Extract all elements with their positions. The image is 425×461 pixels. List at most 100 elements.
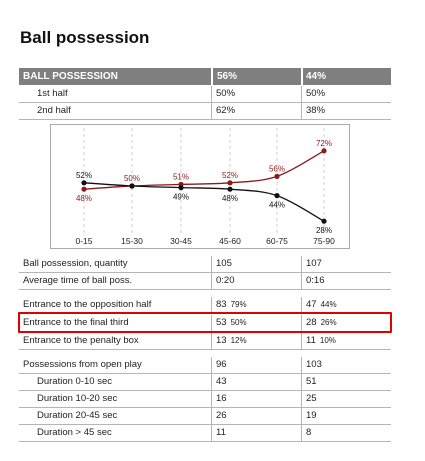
row-label: 2nd half — [37, 105, 71, 116]
team1-percent: 79% — [230, 300, 247, 309]
column-divider — [211, 297, 212, 313]
column-divider — [211, 273, 212, 289]
column-divider — [301, 256, 302, 272]
team1-value: 62% — [216, 105, 236, 116]
team2-value: 51 — [306, 376, 317, 387]
x-tick-label: 15-30 — [121, 236, 143, 246]
data-label: 56% — [269, 164, 285, 173]
x-tick-label: 60-75 — [266, 236, 288, 246]
column-divider — [211, 425, 212, 441]
row-label: Entrance to the final third — [23, 317, 129, 328]
table-row: 2nd half 62% 38% — [19, 103, 391, 120]
column-divider — [301, 315, 302, 331]
data-label: 48% — [76, 194, 92, 203]
highlight-box — [18, 312, 392, 333]
team2-count: 28 — [306, 317, 317, 328]
column-divider — [211, 315, 212, 331]
row-label: 1st half — [37, 88, 68, 99]
header-label: BALL POSSESSION — [23, 71, 118, 82]
column-divider — [301, 425, 302, 441]
column-divider — [211, 357, 212, 373]
series-line — [83, 182, 325, 222]
column-divider — [211, 408, 212, 424]
data-label: 49% — [173, 193, 189, 202]
team1-percent: 50% — [230, 318, 247, 327]
data-point — [81, 186, 87, 192]
data-point — [129, 183, 135, 189]
page-title: Ball possession — [20, 28, 150, 47]
data-label: 44% — [269, 201, 285, 210]
data-label: 72% — [316, 139, 332, 148]
data-point — [227, 186, 233, 192]
team2-count: 47 — [306, 299, 317, 310]
column-divider — [301, 408, 302, 424]
team2-percent: 26% — [320, 318, 337, 327]
team1-value: 43 — [216, 376, 227, 387]
column-divider — [301, 333, 302, 349]
column-divider — [301, 103, 302, 119]
team2-value: 11 10% — [306, 335, 336, 346]
data-point — [321, 148, 327, 154]
team1-value: 13 12% — [216, 335, 247, 346]
team1-value: 105 — [216, 258, 232, 269]
team1-value: 16 — [216, 393, 227, 404]
team2-value: 19 — [306, 410, 317, 421]
data-label: 52% — [222, 171, 238, 180]
team2-value: 107 — [306, 258, 322, 269]
team2-value: 28 26% — [306, 317, 337, 328]
row-label: Duration 10-20 sec — [37, 393, 118, 404]
data-point — [178, 185, 184, 191]
table-row: Duration > 45 sec 11 8 — [19, 425, 391, 442]
team1-count: 53 — [216, 317, 227, 328]
column-divider — [211, 103, 212, 119]
row-label: Entrance to the penalty box — [23, 335, 139, 346]
column-divider — [211, 391, 212, 407]
data-point — [274, 193, 280, 199]
possession-line-chart: 48% 50% 51% 52% 56% 72% 52% 49% 48% 44% 28% — [50, 124, 350, 249]
table-header: BALL POSSESSION 56% 44% — [19, 68, 391, 85]
team2-percent: 10% — [319, 336, 336, 345]
row-label: Possessions from open play — [23, 359, 142, 370]
table-row: Average time of ball poss. 0:20 0:16 — [19, 273, 391, 290]
row-label: Duration 0-10 sec — [37, 376, 112, 387]
team1-value: 11 — [216, 427, 226, 438]
column-divider — [211, 86, 212, 102]
table-row: Ball possession, quantity 105 107 — [19, 256, 391, 273]
chart-frame — [50, 124, 350, 249]
column-divider — [211, 256, 212, 272]
column-divider — [211, 374, 212, 390]
column-divider — [301, 297, 302, 313]
table-row: Duration 0-10 sec 43 51 — [19, 374, 391, 391]
team2-value: 25 — [306, 393, 317, 404]
table-row: 1st half 50% 50% — [19, 86, 391, 103]
row-label: Ball possession, quantity — [23, 258, 128, 269]
header-team1: 56% — [217, 71, 238, 82]
table-row: Possessions from open play 96 103 — [19, 357, 391, 374]
row-label: Entrance to the opposition half — [23, 299, 152, 310]
team2-value: 0:16 — [306, 275, 325, 286]
team2-value: 38% — [306, 105, 326, 116]
data-label: 51% — [173, 172, 189, 181]
row-label: Duration > 45 sec — [37, 427, 112, 438]
team2-count: 11 — [306, 335, 316, 346]
x-tick-label: 75-90 — [313, 236, 335, 246]
team1-value: 26 — [216, 410, 227, 421]
data-label: 52% — [76, 171, 92, 180]
team1-value: 53 50% — [216, 317, 247, 328]
x-tick-label: 45-60 — [219, 236, 241, 246]
team2-value: 103 — [306, 359, 322, 370]
team1-value: 96 — [216, 359, 227, 370]
data-label: 48% — [222, 194, 238, 203]
team2-value: 47 44% — [306, 299, 337, 310]
table-row: Duration 10-20 sec 16 25 — [19, 391, 391, 408]
table-row: Duration 20-45 sec 26 19 — [19, 408, 391, 425]
column-divider — [301, 86, 302, 102]
team1-value: 50% — [216, 88, 236, 99]
x-tick-label: 30-45 — [170, 236, 192, 246]
column-divider — [301, 374, 302, 390]
series-line — [83, 150, 325, 190]
x-tick-label: 0-15 — [75, 236, 93, 246]
team2-percent: 44% — [320, 300, 337, 309]
row-label: Average time of ball poss. — [23, 275, 133, 286]
team2-value: 50% — [306, 88, 326, 99]
